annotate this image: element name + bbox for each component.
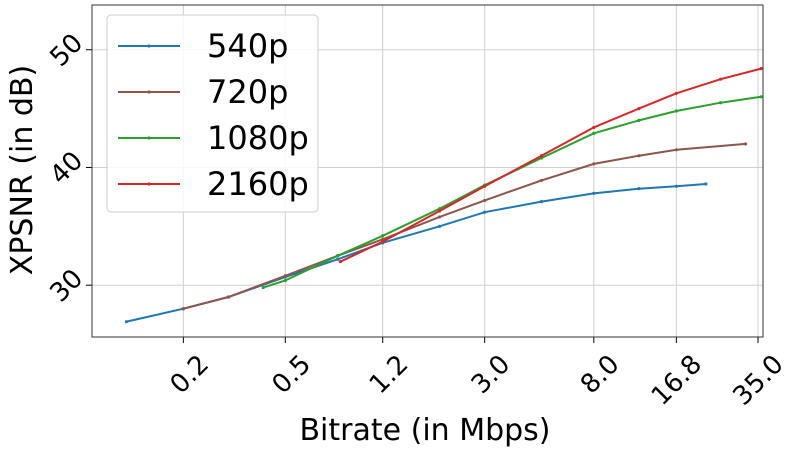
point — [381, 240, 385, 244]
y-tick-label: 30 — [44, 264, 89, 309]
point — [539, 178, 544, 183]
point — [539, 154, 544, 158]
plot-frame — [91, 4, 764, 338]
point — [335, 257, 340, 261]
x-tick-label: 1.2 — [364, 349, 414, 399]
x-axis-label: Bitrate (in Mbps) — [299, 413, 550, 448]
legend-box — [106, 14, 319, 213]
point — [674, 91, 678, 95]
point — [483, 198, 487, 203]
point — [592, 191, 596, 195]
point — [759, 95, 763, 99]
x-tick-label: 16.8 — [646, 349, 708, 411]
point — [637, 154, 641, 158]
legend-label: 540p — [207, 27, 288, 65]
point — [181, 307, 185, 311]
legend-label: 720p — [207, 73, 288, 111]
point — [124, 320, 129, 324]
point — [637, 107, 641, 111]
legend-marker — [147, 44, 151, 48]
point — [674, 148, 678, 152]
point — [261, 285, 265, 290]
point — [335, 254, 340, 258]
point — [743, 142, 748, 146]
point — [674, 109, 678, 113]
point — [592, 131, 596, 135]
legend-label: 2160p — [207, 165, 309, 203]
point — [283, 278, 287, 283]
y-axis-label: XPSNR (in dB) — [5, 65, 40, 275]
legend-label: 1080p — [207, 119, 309, 157]
point — [437, 209, 442, 213]
point — [437, 215, 442, 219]
point — [674, 184, 678, 188]
point — [718, 101, 723, 105]
x-tick-label: 8.0 — [575, 349, 625, 399]
point — [283, 274, 287, 278]
point — [637, 187, 641, 191]
point — [592, 125, 596, 130]
point — [704, 182, 708, 186]
y-tick-label: 40 — [44, 146, 89, 191]
point — [637, 118, 641, 122]
x-tick-label: 0.2 — [165, 349, 215, 399]
legend-marker — [147, 136, 151, 140]
point — [483, 184, 487, 188]
y-tick-label: 50 — [44, 28, 89, 73]
point — [338, 260, 342, 264]
point — [483, 210, 487, 214]
x-tick-label: 0.5 — [267, 349, 317, 399]
point — [592, 162, 596, 166]
legend-marker — [147, 182, 151, 186]
point — [381, 234, 385, 238]
point — [226, 295, 231, 299]
series-line — [183, 142, 746, 310]
x-tick-label: 35.0 — [728, 349, 790, 411]
point — [759, 66, 763, 71]
series-line — [339, 67, 762, 263]
point — [539, 200, 544, 204]
point — [437, 224, 442, 228]
point — [718, 77, 723, 81]
x-tick-label: 3.0 — [466, 349, 516, 399]
legend-marker — [147, 90, 151, 94]
